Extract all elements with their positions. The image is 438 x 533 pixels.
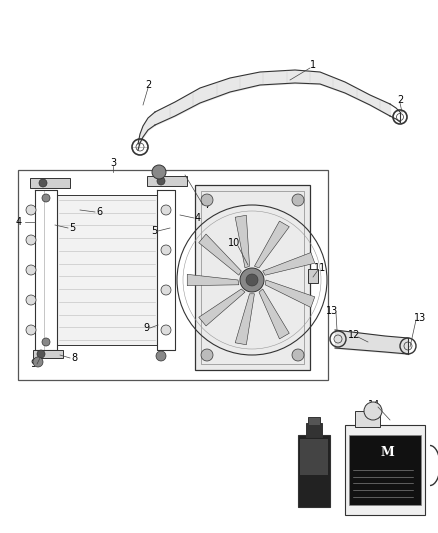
Polygon shape (199, 289, 245, 326)
Text: 4: 4 (195, 213, 201, 223)
Circle shape (26, 265, 36, 275)
Text: 9: 9 (30, 359, 36, 369)
Bar (300, 439, 328, 475)
Bar (147, 176, 187, 186)
Polygon shape (263, 253, 315, 275)
Bar (308, 417, 320, 425)
Bar (18, 170, 328, 380)
Polygon shape (235, 215, 250, 268)
Circle shape (156, 351, 166, 361)
Circle shape (161, 325, 171, 335)
Circle shape (26, 235, 36, 245)
Circle shape (161, 285, 171, 295)
Text: 7: 7 (204, 200, 210, 210)
Circle shape (292, 349, 304, 361)
Bar (355, 411, 380, 427)
Text: 2: 2 (145, 80, 151, 90)
Circle shape (161, 245, 171, 255)
Text: 5: 5 (69, 223, 75, 233)
Circle shape (246, 274, 258, 286)
Bar (298, 435, 330, 507)
Text: 3: 3 (110, 158, 116, 168)
Polygon shape (199, 234, 241, 275)
Bar (30, 178, 70, 188)
Text: 4: 4 (16, 217, 22, 227)
Text: 2: 2 (397, 95, 403, 105)
Circle shape (26, 205, 36, 215)
Bar (201, 191, 304, 364)
Bar (33, 350, 63, 358)
Circle shape (26, 325, 36, 335)
Text: 8: 8 (71, 353, 77, 363)
Circle shape (157, 177, 165, 185)
Text: 9: 9 (143, 323, 149, 333)
Bar (195, 185, 310, 370)
Text: 5: 5 (151, 226, 157, 236)
Text: 14: 14 (368, 400, 380, 410)
Polygon shape (259, 289, 289, 339)
Circle shape (33, 357, 43, 367)
Bar (306, 423, 322, 437)
Circle shape (37, 350, 45, 358)
Circle shape (26, 295, 36, 305)
Bar (349, 435, 421, 505)
Text: 11: 11 (314, 263, 326, 273)
Circle shape (42, 194, 50, 202)
Text: 6: 6 (96, 207, 102, 217)
Text: M: M (380, 447, 394, 459)
Text: 1: 1 (310, 60, 316, 70)
Bar (57, 195, 157, 345)
Circle shape (240, 268, 264, 292)
Circle shape (39, 179, 47, 187)
Polygon shape (235, 294, 254, 345)
Polygon shape (254, 221, 289, 268)
Circle shape (201, 349, 213, 361)
Text: 12: 12 (348, 330, 360, 340)
Text: 10: 10 (228, 238, 240, 248)
Circle shape (161, 205, 171, 215)
Polygon shape (265, 280, 315, 308)
Circle shape (42, 338, 50, 346)
Circle shape (292, 194, 304, 206)
Circle shape (152, 165, 166, 179)
Circle shape (201, 194, 213, 206)
Bar (345, 425, 425, 515)
Polygon shape (187, 274, 239, 286)
Text: 13: 13 (414, 313, 426, 323)
Text: 13: 13 (326, 306, 338, 316)
Circle shape (364, 402, 382, 420)
Bar (308, 269, 318, 283)
